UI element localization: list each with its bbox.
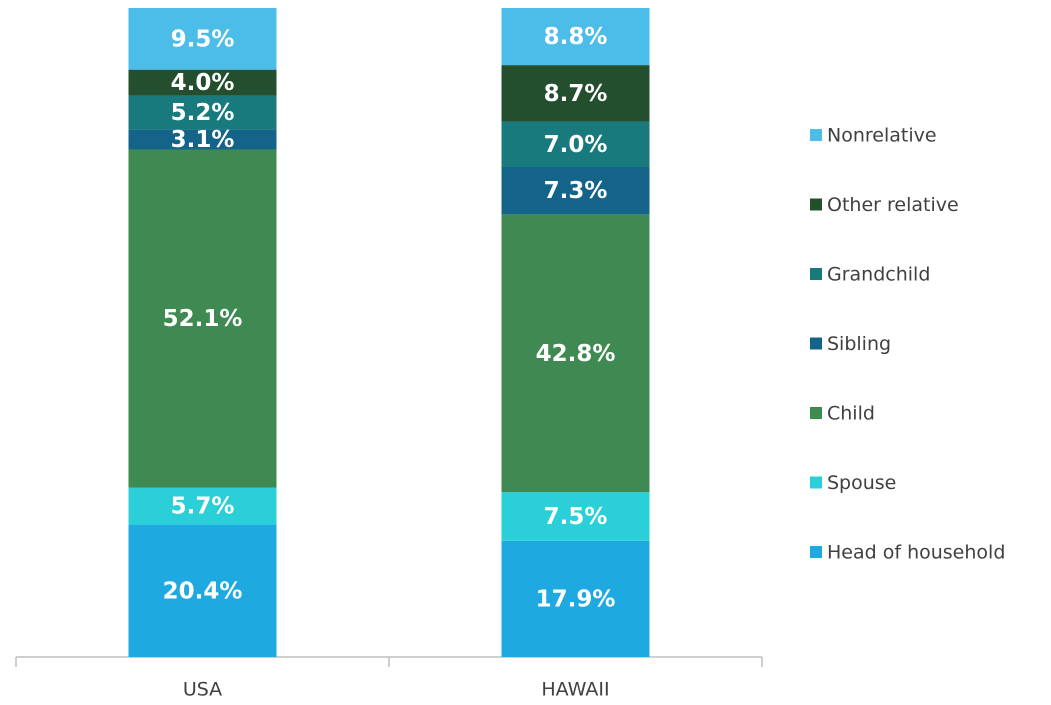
- legend-swatch: [810, 337, 822, 350]
- x-tick-label: USA: [183, 679, 222, 701]
- value-label: 5.2%: [171, 100, 235, 126]
- x-tick-label: HAWAII: [541, 679, 609, 701]
- bar-segment: [128, 8, 277, 70]
- legend-label: Child: [827, 403, 875, 425]
- value-label: 17.9%: [536, 586, 616, 612]
- legend-label: Other relative: [827, 194, 959, 216]
- value-label: 5.7%: [171, 494, 235, 520]
- legend-label: Sibling: [827, 333, 891, 355]
- legend-label: Nonrelative: [827, 125, 937, 147]
- bar-segment: [128, 69, 277, 96]
- bar-segment: [501, 167, 650, 215]
- value-label: 3.1%: [171, 127, 235, 153]
- value-label: 7.0%: [544, 132, 608, 158]
- bar-segment: [128, 487, 277, 525]
- legend-label: Grandchild: [827, 264, 930, 286]
- bar-segment: [501, 492, 650, 541]
- value-label: 7.3%: [544, 178, 608, 204]
- legend-label: Spouse: [827, 472, 896, 494]
- bar-segment: [501, 65, 650, 122]
- legend-swatch: [810, 407, 822, 419]
- value-label: 8.7%: [544, 81, 608, 107]
- legend-swatch: [810, 546, 822, 558]
- legend-swatch: [810, 476, 822, 489]
- value-label: 9.5%: [171, 26, 235, 52]
- legend-label: Head of household: [827, 542, 1005, 564]
- bar-segment: [128, 524, 277, 657]
- bar-segment: [128, 95, 277, 130]
- bar-segment: [128, 149, 277, 488]
- value-label: 4.0%: [171, 70, 235, 96]
- legend-swatch: [810, 268, 822, 280]
- bar-segment: [501, 540, 650, 657]
- bar-segment: [501, 8, 650, 66]
- value-label: 7.5%: [544, 504, 608, 530]
- legend-swatch: [810, 198, 822, 211]
- bar-segment: [501, 214, 650, 493]
- value-label: 8.8%: [544, 24, 608, 50]
- legend-swatch: [810, 129, 822, 141]
- value-label: 52.1%: [163, 306, 243, 332]
- value-label: 42.8%: [536, 341, 616, 367]
- bar-segment: [128, 129, 277, 150]
- value-label: 20.4%: [163, 578, 243, 604]
- bar-segment: [501, 121, 650, 168]
